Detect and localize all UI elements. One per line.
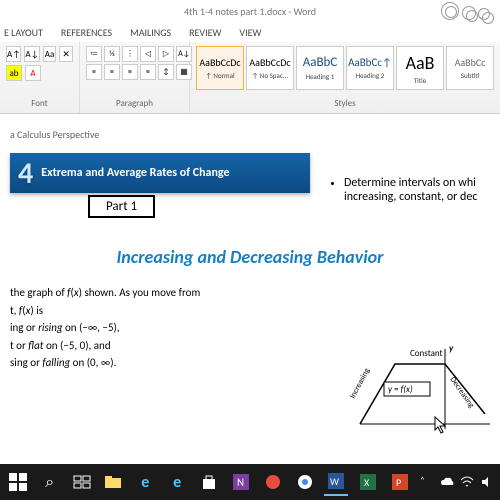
change-case-button[interactable]: Aa: [43, 46, 57, 62]
document-area: a Calculus Perspective 4 Extrema and Ave…: [0, 114, 500, 464]
graph-increasing-label: Increasing: [350, 366, 372, 400]
svg-text:X: X: [364, 476, 370, 489]
justify-button[interactable]: ≡: [140, 64, 156, 80]
styles-group-label: Styles: [196, 98, 494, 109]
style-subtitl[interactable]: AaBbCcSubtitl: [446, 46, 494, 90]
paragraph-group-label: Paragraph: [86, 98, 183, 109]
numbering-button[interactable]: ⅓: [104, 46, 120, 62]
styles-group: AaBbCcDc↑ NormalAaBbCcDc↑ No Spac...AaBb…: [190, 42, 500, 113]
ribbon-tabs: E LAYOUT REFERENCES MAILINGS REVIEW VIEW: [0, 22, 500, 42]
increase-indent-button[interactable]: ▷: [158, 46, 174, 62]
line-spacing-button[interactable]: ↕: [158, 64, 174, 80]
style-nospac[interactable]: AaBbCcDc↑ No Spac...: [246, 46, 294, 90]
lesson-banner: 4 Extrema and Average Rates of Change: [10, 153, 310, 193]
powerpoint-icon[interactable]: P: [388, 468, 412, 496]
start-button[interactable]: [6, 468, 30, 496]
clear-format-button[interactable]: ✕: [59, 46, 73, 62]
body-line: t, f(x) is: [10, 302, 490, 320]
store-icon[interactable]: [197, 468, 221, 496]
objective-text: Determine intervals on whi increasing, c…: [344, 176, 498, 204]
app-icon[interactable]: [261, 468, 285, 496]
onenote-icon[interactable]: N: [229, 468, 253, 496]
tab-mailings[interactable]: MAILINGS: [130, 26, 171, 39]
svg-text:W: W: [330, 475, 339, 488]
graph-y-axis: y: [449, 344, 454, 354]
wifi-icon[interactable]: [460, 475, 474, 489]
graph-constant-label: Constant: [410, 348, 443, 359]
multilevel-button[interactable]: ⋮: [122, 46, 138, 62]
function-graph: Constant Increasing Decreasing y y = f(x…: [350, 344, 490, 434]
excel-icon[interactable]: X: [356, 468, 380, 496]
tab-references[interactable]: REFERENCES: [61, 26, 112, 39]
align-center-button[interactable]: ≡: [104, 64, 120, 80]
style-heading1[interactable]: AaBbCHeading 1: [296, 46, 344, 90]
bullets-button[interactable]: ≔: [86, 46, 102, 62]
window-titlebar: 4th 1-4 notes part 1.docx - Word: [0, 0, 500, 22]
graph-decreasing-label: Decreasing: [448, 375, 477, 410]
body-line: ing or rising on (−∞, −5),: [10, 319, 490, 337]
graph-equation: y = f(x): [388, 384, 413, 395]
tab-view[interactable]: VIEW: [239, 26, 261, 39]
font-group-label: Font: [6, 98, 73, 109]
decrease-indent-button[interactable]: ◁: [140, 46, 156, 62]
ribbon: A↑ A↓ Aa ✕ ab A Font ≔ ⅓ ⋮ ◁ ▷ A↓ ≡ ≡ ≡ …: [0, 42, 500, 114]
part-label[interactable]: Part 1: [88, 195, 155, 218]
onedrive-icon[interactable]: [440, 475, 454, 489]
decorative-spirals: [441, 2, 490, 23]
cursor-icon: [434, 416, 448, 434]
search-icon[interactable]: ⌕: [38, 468, 62, 496]
chapter-heading: a Calculus Perspective: [10, 128, 490, 141]
tray-up-icon[interactable]: ˄: [420, 475, 434, 489]
font-color-button[interactable]: A: [25, 65, 41, 81]
align-right-button[interactable]: ≡: [122, 64, 138, 80]
font-group: A↑ A↓ Aa ✕ ab A Font: [0, 42, 80, 113]
tab-review[interactable]: REVIEW: [189, 26, 221, 39]
system-tray: ˄: [420, 475, 494, 489]
volume-icon[interactable]: [480, 475, 494, 489]
styles-gallery[interactable]: AaBbCcDc↑ NormalAaBbCcDc↑ No Spac...AaBb…: [196, 46, 494, 90]
window-title: 4th 1-4 notes part 1.docx - Word: [184, 5, 316, 18]
objective-bullet: Determine intervals on whi increasing, c…: [328, 176, 498, 204]
style-heading2[interactable]: AaBbCc↑Heading 2: [346, 46, 394, 90]
highlight-button[interactable]: ab: [6, 65, 22, 81]
lesson-title: Extrema and Average Rates of Change: [41, 166, 229, 180]
align-left-button[interactable]: ≡: [86, 64, 102, 80]
file-explorer-icon[interactable]: [102, 468, 126, 496]
style-title[interactable]: AaBTitle: [396, 46, 444, 90]
chrome-icon[interactable]: [293, 468, 317, 496]
tab-layout[interactable]: E LAYOUT: [4, 26, 43, 39]
paragraph-group: ≔ ⅓ ⋮ ◁ ▷ A↓ ≡ ≡ ≡ ≡ ↕ ▦ Paragraph: [80, 42, 190, 113]
taskbar: ⌕ e e N W X P ˄: [0, 464, 500, 500]
section-title: Increasing and Decreasing Behavior: [10, 246, 490, 268]
svg-text:N: N: [237, 476, 244, 489]
lesson-number: 4: [10, 155, 41, 192]
style-normal[interactable]: AaBbCcDc↑ Normal: [196, 46, 244, 90]
shrink-font-button[interactable]: A↓: [24, 46, 39, 62]
ie-icon[interactable]: e: [165, 468, 189, 496]
task-view-icon[interactable]: [70, 468, 94, 496]
word-icon[interactable]: W: [324, 468, 348, 496]
body-line: the graph of f(x) shown. As you move fro…: [10, 284, 490, 302]
grow-font-button[interactable]: A↑: [6, 46, 21, 62]
svg-text:P: P: [396, 476, 401, 489]
edge-icon[interactable]: e: [133, 468, 157, 496]
